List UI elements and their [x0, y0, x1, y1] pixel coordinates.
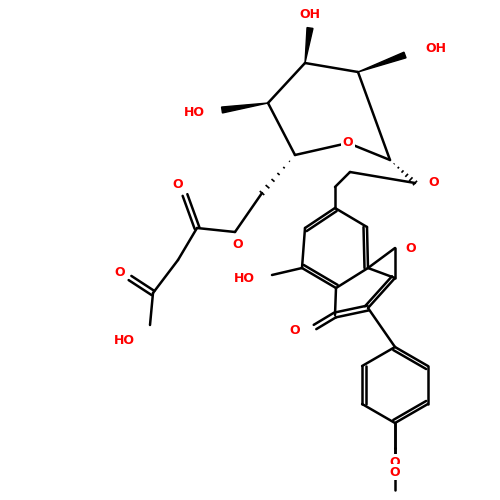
Text: HO: HO — [234, 272, 255, 284]
Text: O: O — [390, 466, 400, 478]
Text: HO: HO — [184, 106, 205, 120]
Text: O: O — [114, 266, 126, 278]
Polygon shape — [222, 103, 268, 113]
Text: O: O — [405, 242, 415, 254]
Text: O: O — [428, 176, 438, 190]
Text: O: O — [232, 238, 243, 252]
Text: O: O — [290, 324, 300, 336]
Text: O: O — [390, 456, 400, 468]
Polygon shape — [305, 28, 313, 63]
Text: OH: OH — [300, 8, 320, 22]
Polygon shape — [358, 52, 406, 72]
Text: OH: OH — [425, 42, 446, 54]
Text: O: O — [172, 178, 184, 192]
Text: HO: HO — [114, 334, 135, 346]
Text: O: O — [342, 136, 353, 149]
